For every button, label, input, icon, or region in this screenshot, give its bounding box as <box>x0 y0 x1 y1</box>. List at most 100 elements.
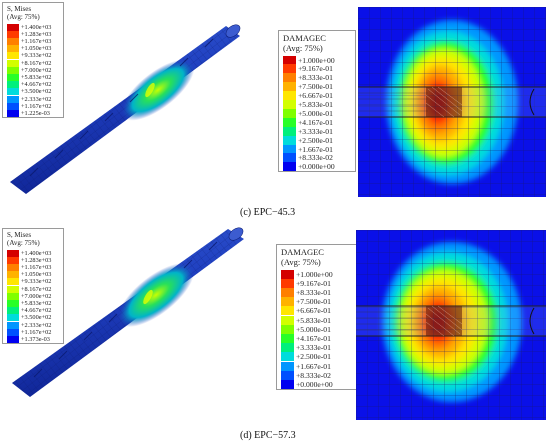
mises-legend-subtitle: (Avg: 75%) <box>7 239 40 247</box>
legend-label: +7.500e-01 <box>296 297 331 307</box>
damage-legend-d: DAMAGEC (Avg: 75%) +1.000e+00 +9.167e-01 +… <box>276 244 358 390</box>
legend-label: +5.833e-01 <box>296 315 331 325</box>
legend-label: +5.833e+02 <box>21 73 52 81</box>
legend-swatch <box>283 162 296 172</box>
legend-label: +5.000e-01 <box>298 108 333 118</box>
legend-swatch <box>283 144 296 154</box>
legend-swatch <box>7 285 19 293</box>
caption-c: (c) EPC−45.3 <box>240 207 296 218</box>
legend-swatch <box>281 379 294 389</box>
legend-swatch <box>281 333 294 343</box>
legend-label: +1.373e-03 <box>21 335 50 343</box>
damage-legend-subtitle: (Avg: 75%) <box>283 43 323 53</box>
legend-row: +1.400e+03 <box>7 249 51 257</box>
legend-label: +3.500e+02 <box>21 314 52 322</box>
legend-row: +8.167e+02 <box>7 285 51 293</box>
legend-swatch <box>7 66 19 74</box>
legend-swatch <box>7 249 19 257</box>
mises-legend-title: S, Mises <box>7 5 32 13</box>
legend-label: +2.333e+02 <box>21 95 52 103</box>
legend-row: +5.000e-01 <box>281 324 331 334</box>
legend-label: +7.500e-01 <box>298 82 333 92</box>
damage-legend-title: DAMAGEC <box>281 247 324 257</box>
legend-swatch <box>283 64 296 74</box>
legend-label: +8.333e-01 <box>298 73 333 83</box>
legend-swatch <box>283 153 296 163</box>
legend-row: +9.333e+02 <box>7 52 51 60</box>
damage-legend-title: DAMAGEC <box>283 33 326 43</box>
legend-swatch <box>7 81 19 89</box>
legend-swatch <box>7 307 19 315</box>
legend-label: +2.500e-01 <box>296 352 331 362</box>
legend-row: +7.500e-01 <box>281 297 331 307</box>
legend-label: +1.167e+03 <box>21 263 52 271</box>
legend-row: +1.000e+00 <box>283 55 335 65</box>
legend-label: +3.333e-01 <box>296 343 331 353</box>
legend-label: +1.400e+03 <box>21 23 52 31</box>
legend-label: +8.333e-02 <box>296 370 331 380</box>
legend-label: +8.333e-02 <box>298 153 333 163</box>
damage-contour-d <box>356 230 546 420</box>
mises-legend-title: S, Mises <box>7 231 32 239</box>
legend-row: +5.833e-01 <box>281 315 331 325</box>
legend-swatch <box>7 314 19 322</box>
legend-swatch <box>7 256 19 264</box>
legend-row: +0.000e+00 <box>281 379 333 389</box>
legend-row: +9.333e+02 <box>7 278 51 286</box>
legend-row: +1.283e+03 <box>7 256 51 264</box>
legend-label: +1.167e+02 <box>21 328 52 336</box>
damage-contour-c <box>358 7 546 197</box>
legend-row: +1.400e+03 <box>7 23 51 31</box>
legend-row: +7.000e+02 <box>7 66 51 74</box>
legend-row: +5.833e+02 <box>7 299 51 307</box>
legend-row: +1.167e+03 <box>7 263 51 271</box>
legend-swatch <box>281 269 294 279</box>
legend-swatch <box>7 59 19 67</box>
rebar-body-d <box>12 227 244 397</box>
legend-row: +8.333e-02 <box>283 153 333 163</box>
damage-legend-c: DAMAGEC (Avg: 75%) +1.000e+00 +9.167e-01 +… <box>278 30 356 172</box>
legend-swatch <box>7 37 19 45</box>
legend-row: +1.225e-03 <box>7 109 50 117</box>
legend-swatch <box>7 73 19 81</box>
legend-swatch <box>283 73 296 83</box>
legend-row: +9.167e-01 <box>283 64 333 74</box>
legend-label: +5.000e-01 <box>296 324 331 334</box>
legend-label: +9.167e-01 <box>298 64 333 74</box>
mises-legend-c: S, Mises (Avg: 75%) +1.400e+03 +1.283e+03… <box>2 2 64 118</box>
legend-label: +6.667e-01 <box>298 91 333 101</box>
legend-swatch <box>281 287 294 297</box>
mises-legend-subtitle: (Avg: 75%) <box>7 13 40 21</box>
legend-row: +3.333e-01 <box>283 126 333 136</box>
legend-row: +0.000e+00 <box>283 162 335 172</box>
damage-legend-subtitle: (Avg: 75%) <box>281 257 321 267</box>
legend-row: +8.333e-02 <box>281 370 331 380</box>
legend-swatch <box>7 335 19 343</box>
legend-label: +4.667e+02 <box>21 307 52 315</box>
legend-row: +1.050e+03 <box>7 45 51 53</box>
legend-label: +3.500e+02 <box>21 88 52 96</box>
legend-label: +4.667e+02 <box>21 81 52 89</box>
legend-row: +7.000e+02 <box>7 292 51 300</box>
legend-row: +2.500e-01 <box>283 135 333 145</box>
legend-row: +1.050e+03 <box>7 271 51 279</box>
legend-label: +8.333e-01 <box>296 287 331 297</box>
legend-swatch <box>7 88 19 96</box>
legend-swatch <box>7 45 19 53</box>
legend-swatch <box>283 91 296 101</box>
legend-swatch <box>283 135 296 145</box>
legend-swatch <box>283 100 296 109</box>
legend-label: +8.167e+02 <box>21 59 52 67</box>
legend-swatch <box>7 263 19 271</box>
legend-row: +8.333e-01 <box>281 287 331 297</box>
legend-swatch <box>283 126 296 136</box>
legend-label: +1.225e-03 <box>21 109 50 117</box>
legend-label: +3.333e-01 <box>298 126 333 136</box>
legend-row: +1.167e+02 <box>7 328 51 336</box>
legend-row: +4.667e+02 <box>7 81 51 89</box>
legend-row: +6.667e-01 <box>281 306 331 316</box>
legend-swatch <box>283 55 296 65</box>
legend-swatch <box>281 297 294 307</box>
legend-label: +1.283e+03 <box>21 256 52 264</box>
legend-label: +2.333e+02 <box>21 321 52 329</box>
